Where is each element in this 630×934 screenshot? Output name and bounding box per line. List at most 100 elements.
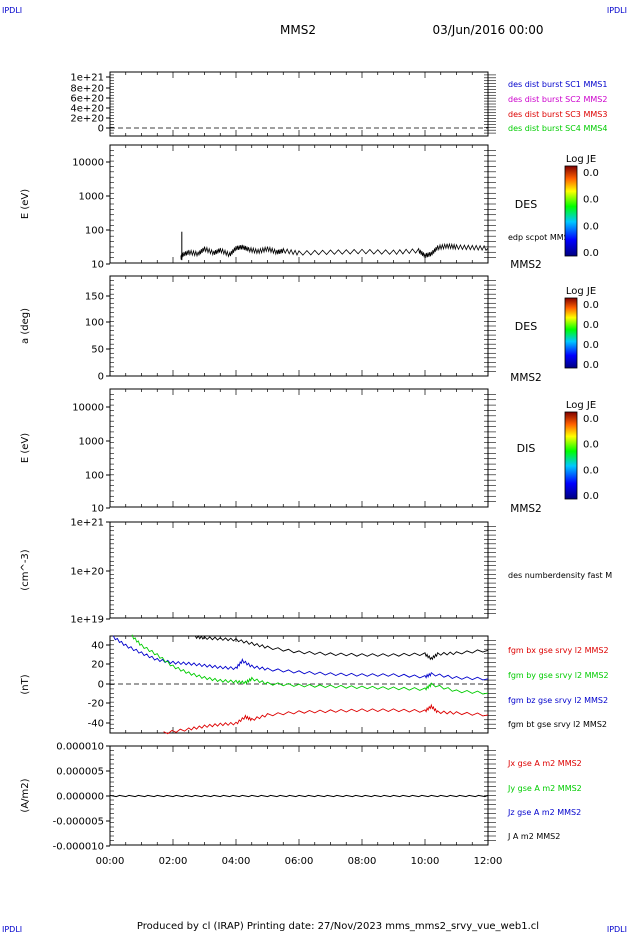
y-tick-label: 40 bbox=[91, 641, 104, 652]
spacecraft-label: MMS2 bbox=[510, 259, 541, 271]
side-label-des: DES bbox=[515, 198, 537, 211]
y-tick-label: -40 bbox=[88, 719, 104, 730]
colorbar-tick-label: 0.0 bbox=[583, 414, 599, 425]
y-tick-label: 150 bbox=[85, 292, 104, 303]
y-tick-label: 20 bbox=[91, 660, 104, 671]
legend-entry: Jx gse A m2 MMS2 bbox=[507, 759, 582, 768]
y-axis-label: a (deg) bbox=[20, 308, 31, 344]
colorbar-tick-label: 0.0 bbox=[583, 465, 599, 476]
y-tick-label: 1000 bbox=[79, 192, 104, 203]
y-tick-label: 8e+20 bbox=[70, 84, 104, 95]
side-label-dis: DIS bbox=[517, 442, 536, 455]
y-tick-label: 10 bbox=[91, 504, 104, 515]
corner-label-bottom-left: IPDLI bbox=[2, 925, 22, 934]
time-tick-label: 12:00 bbox=[474, 856, 503, 867]
colorbar-tick-label: 0.0 bbox=[583, 195, 599, 206]
fgm-series-line-3 bbox=[131, 634, 489, 695]
time-tick-label: 06:00 bbox=[285, 856, 314, 867]
spacecraft-label: MMS2 bbox=[510, 503, 541, 515]
legend-entry: des dist burst SC3 MMS3 bbox=[508, 110, 607, 119]
y-tick-label: 0 bbox=[98, 372, 104, 383]
panel-frame-5 bbox=[109, 521, 489, 619]
legend-entry: Jy gse A m2 MMS2 bbox=[507, 784, 582, 793]
panel-frame-4 bbox=[109, 388, 489, 508]
y-tick-label: -0.000005 bbox=[53, 817, 104, 828]
y-tick-label: 1e+21 bbox=[70, 518, 104, 529]
y-tick-label: 0.000000 bbox=[56, 792, 104, 803]
legend-entry: fgm bz gse srvy l2 MMS2 bbox=[508, 696, 608, 705]
side-label-des: DES bbox=[515, 320, 537, 333]
time-tick-label: 08:00 bbox=[348, 856, 377, 867]
panel-frame-2 bbox=[109, 144, 489, 264]
spacecraft-label: MMS2 bbox=[510, 372, 541, 384]
legend-entry: des dist burst SC4 MMS4 bbox=[508, 124, 607, 133]
current-density-line bbox=[109, 794, 489, 798]
time-tick-label: 00:00 bbox=[96, 856, 125, 867]
header-spacecraft: MMS2 bbox=[280, 23, 316, 37]
time-tick-label: 10:00 bbox=[411, 856, 440, 867]
panel-frame-3 bbox=[109, 275, 489, 377]
y-tick-label: 0 bbox=[98, 680, 104, 691]
y-tick-label: 1e+21 bbox=[70, 73, 104, 84]
colorbar-title: Log JE bbox=[566, 154, 596, 165]
y-tick-label: 50 bbox=[91, 345, 104, 356]
fgm-series-line-4 bbox=[163, 703, 489, 735]
y-tick-label: 100 bbox=[85, 318, 104, 329]
scpot-line bbox=[180, 242, 489, 260]
y-axis-label: (A/m2) bbox=[20, 778, 31, 812]
legend-entry: J A m2 MMS2 bbox=[507, 832, 560, 841]
colorbar bbox=[564, 297, 578, 369]
y-tick-label: 0.000010 bbox=[56, 742, 104, 753]
y-tick-label: -0.000010 bbox=[53, 842, 104, 853]
colorbar-tick-label: 0.0 bbox=[583, 360, 599, 371]
time-tick-label: 02:00 bbox=[159, 856, 188, 867]
colorbar-tick-label: 0.0 bbox=[583, 440, 599, 451]
y-tick-label: 4e+20 bbox=[70, 104, 104, 115]
legend-entry: des numberdensity fast M bbox=[508, 571, 612, 580]
y-axis-label: (nT) bbox=[20, 674, 31, 694]
colorbar-tick-label: 0.0 bbox=[583, 320, 599, 331]
colorbar-tick-label: 0.0 bbox=[583, 248, 599, 259]
legend-entry: des dist burst SC2 MMS2 bbox=[508, 95, 607, 104]
colorbar-tick-label: 0.0 bbox=[583, 491, 599, 502]
y-tick-label: 100 bbox=[85, 471, 104, 482]
colorbar-tick-label: 0.0 bbox=[583, 300, 599, 311]
y-axis-label: (cm^-3) bbox=[20, 549, 31, 590]
y-tick-label: 0 bbox=[98, 124, 104, 135]
y-tick-label: 2e+20 bbox=[70, 114, 104, 125]
legend-entry: Jz gse A m2 MMS2 bbox=[507, 808, 581, 817]
y-axis-label: E (eV) bbox=[20, 433, 31, 463]
y-tick-label: -20 bbox=[88, 699, 104, 710]
y-tick-label: 10 bbox=[91, 260, 104, 271]
time-tick-label: 04:00 bbox=[222, 856, 251, 867]
y-tick-label: 0.000005 bbox=[56, 767, 104, 778]
corner-label-bottom-right: IPDLI bbox=[607, 925, 627, 934]
legend-entry: fgm bx gse srvy l2 MMS2 bbox=[508, 646, 609, 655]
colorbar-title: Log JE bbox=[566, 286, 596, 297]
y-axis-label: E (eV) bbox=[20, 189, 31, 219]
series-label-edp: edp scpot MMS2 bbox=[508, 233, 574, 242]
legend-entry: des dist burst SC1 MMS1 bbox=[508, 80, 607, 89]
colorbar-title: Log JE bbox=[566, 400, 596, 411]
fgm-series-line-1 bbox=[194, 635, 489, 661]
colorbar-tick-label: 0.0 bbox=[583, 221, 599, 232]
fgm-series-line-2 bbox=[112, 635, 489, 681]
legend-entry: fgm by gse srvy l2 MMS2 bbox=[508, 671, 609, 680]
y-tick-label: 1e+20 bbox=[70, 567, 104, 578]
corner-label-top-left: IPDLI bbox=[2, 6, 22, 15]
y-tick-label: 1000 bbox=[79, 437, 104, 448]
footer-credit: Produced by cl (IRAP) Printing date: 27/… bbox=[137, 921, 539, 932]
y-tick-label: 100 bbox=[85, 226, 104, 237]
y-tick-label: 10000 bbox=[72, 403, 104, 414]
panel-frame-1 bbox=[109, 71, 489, 137]
colorbar bbox=[564, 411, 578, 500]
colorbar-tick-label: 0.0 bbox=[583, 168, 599, 179]
colorbar-tick-label: 0.0 bbox=[583, 340, 599, 351]
y-tick-label: 10000 bbox=[72, 158, 104, 169]
corner-label-top-right: IPDLI bbox=[607, 6, 627, 15]
y-tick-label: 1e+19 bbox=[70, 615, 104, 626]
legend-entry: fgm bt gse srvy l2 MMS2 bbox=[508, 720, 607, 729]
header-datetime: 03/Jun/2016 00:00 bbox=[432, 23, 543, 37]
y-tick-label: 6e+20 bbox=[70, 94, 104, 105]
